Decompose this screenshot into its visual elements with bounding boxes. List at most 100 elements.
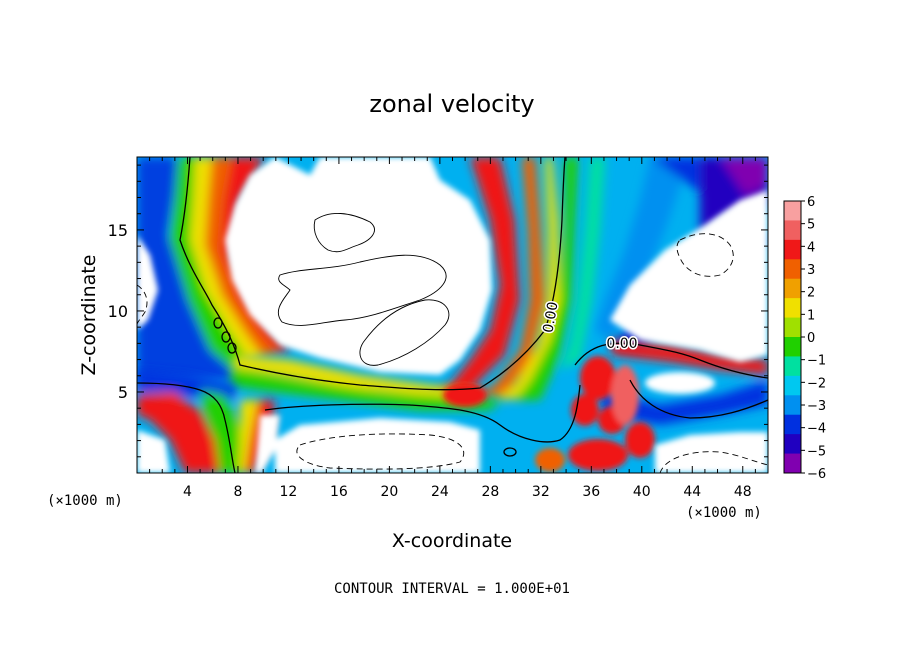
- lower-right-blobs: [443, 356, 655, 472]
- contour-pos-1: [313, 213, 375, 253]
- colorbar-swatch: [784, 239, 801, 260]
- zero-contour-left: [179, 157, 566, 391]
- blob-4: [611, 365, 639, 425]
- colorbar-swatch: [784, 220, 801, 241]
- x-tick-label: 48: [734, 484, 752, 500]
- center-bands: [430, 157, 768, 400]
- contour-neg-2: [296, 433, 465, 470]
- x-unit-label-left: (×1000 m): [47, 493, 123, 509]
- x-tick-label: 36: [582, 484, 600, 500]
- y-axis-label: Z-coordinate: [78, 255, 100, 376]
- center-band-yellow: [495, 157, 560, 400]
- zero-contour-lower-3: [629, 379, 768, 419]
- contour-neg-1: [676, 233, 734, 277]
- contour-neg-3: [137, 284, 148, 326]
- x-tick-label: 4: [183, 484, 192, 500]
- blob-6: [625, 422, 655, 458]
- contour-neg-4: [659, 451, 768, 473]
- colorbar-tick-label: 5: [807, 218, 815, 233]
- x-tick-label: 40: [633, 484, 651, 500]
- colorbar-tick-label: 1: [807, 308, 815, 323]
- colorbar-swatch: [784, 414, 801, 435]
- colorbar-tick-label: 3: [807, 263, 815, 278]
- colorbar-swatch: [784, 298, 801, 319]
- contour-interval-footer: CONTOUR INTERVAL = 1.000E+01: [334, 581, 570, 597]
- center-band-green: [515, 157, 578, 400]
- x-axis-label: X-coordinate: [392, 530, 512, 552]
- white-region-bottom-right: [655, 432, 768, 473]
- x-tick-label: 12: [280, 484, 298, 500]
- colorbar-tick-label: −4: [807, 422, 826, 437]
- plot-area: 0.00 0.00: [137, 157, 768, 473]
- x-tick-label: 8: [233, 484, 242, 500]
- white-region-bottom-left: [137, 430, 170, 473]
- shear-yellow: [233, 355, 480, 398]
- colorbar-tick-label: −3: [807, 399, 826, 414]
- contour-label-2: 0.00: [606, 336, 637, 352]
- white-region-left: [137, 235, 158, 330]
- colorbar-tick-label: −5: [807, 444, 826, 459]
- colorbar-tick-label: 6: [807, 195, 815, 210]
- colorbar-swatch: [784, 278, 801, 299]
- white-regions: [137, 157, 768, 473]
- left-band-green: [170, 157, 248, 370]
- contour-pos-3: [359, 299, 450, 366]
- white-region-center: [225, 157, 492, 375]
- x-tick-label: 44: [683, 484, 701, 500]
- blob-1: [580, 356, 616, 400]
- colorbar-swatch: [784, 375, 801, 396]
- y-axis: 5 10 15: [108, 164, 768, 458]
- x-unit-label-right: (×1000 m): [686, 505, 762, 521]
- right-band-blue: [590, 157, 690, 340]
- colorbar-tick-label: −6: [807, 467, 826, 482]
- blob-2: [571, 394, 599, 426]
- zero-contour-right: [574, 342, 768, 379]
- colorbar-swatch: [784, 201, 801, 221]
- chart-title: zonal velocity: [369, 90, 534, 118]
- y-tick-label: 15: [108, 221, 128, 240]
- y-tick-label: 5: [118, 383, 128, 402]
- colorbar-swatch: [784, 395, 801, 416]
- colorbar-swatch: [784, 317, 801, 338]
- center-band-cyan: [560, 157, 605, 370]
- colorbar-tick-label: −1: [807, 354, 826, 369]
- x-tick-label: 32: [532, 484, 550, 500]
- y-tick-label: 10: [108, 302, 128, 321]
- lower-left-orange: [137, 392, 190, 405]
- colorbar-swatch: [784, 337, 801, 357]
- lower-left-patches: [137, 370, 275, 473]
- white-region-oval: [645, 372, 715, 394]
- contour-pos-2: [277, 254, 447, 326]
- contour-lines: [137, 157, 768, 473]
- zero-contour-loop-3: [227, 342, 237, 354]
- x-axis: 4 8 12 16 20 24 28 32 36 40 44 48: [149, 157, 756, 500]
- right-band-purple: [720, 157, 768, 195]
- x-tick-label: 24: [431, 484, 449, 500]
- lower-left-yellow: [238, 400, 258, 473]
- colorbar: 6 5 4 3 2 1 0 −1 −2 −3 −4 −5 −6: [783, 195, 826, 482]
- zero-contour-lower-2: [264, 384, 581, 443]
- zero-contour-loop-1: [213, 317, 223, 329]
- colorbar-tick-label: 4: [807, 240, 815, 255]
- left-band-orange: [205, 157, 278, 356]
- left-band-yellow: [190, 157, 262, 360]
- white-region-bottom: [275, 418, 480, 473]
- x-tick-label: 16: [330, 484, 348, 500]
- center-band-red: [430, 157, 520, 395]
- colorbar-swatch: [784, 356, 801, 377]
- lower-left-green: [200, 390, 240, 473]
- colorbar-swatch: [784, 434, 801, 455]
- blob-5: [568, 439, 628, 471]
- colorbar-tick-label: −2: [807, 376, 826, 391]
- velocity-field: [137, 157, 768, 473]
- left-band-blue: [137, 157, 233, 380]
- blob-8: [443, 383, 487, 407]
- colorbar-swatch: [784, 259, 801, 280]
- colorbar-tick-label: 0: [807, 331, 815, 346]
- zero-contour-loop-4: [503, 447, 517, 457]
- x-tick-label: 28: [481, 484, 499, 500]
- center-band-orange: [470, 157, 545, 398]
- shear-green: [230, 368, 500, 410]
- blob-7: [535, 448, 565, 472]
